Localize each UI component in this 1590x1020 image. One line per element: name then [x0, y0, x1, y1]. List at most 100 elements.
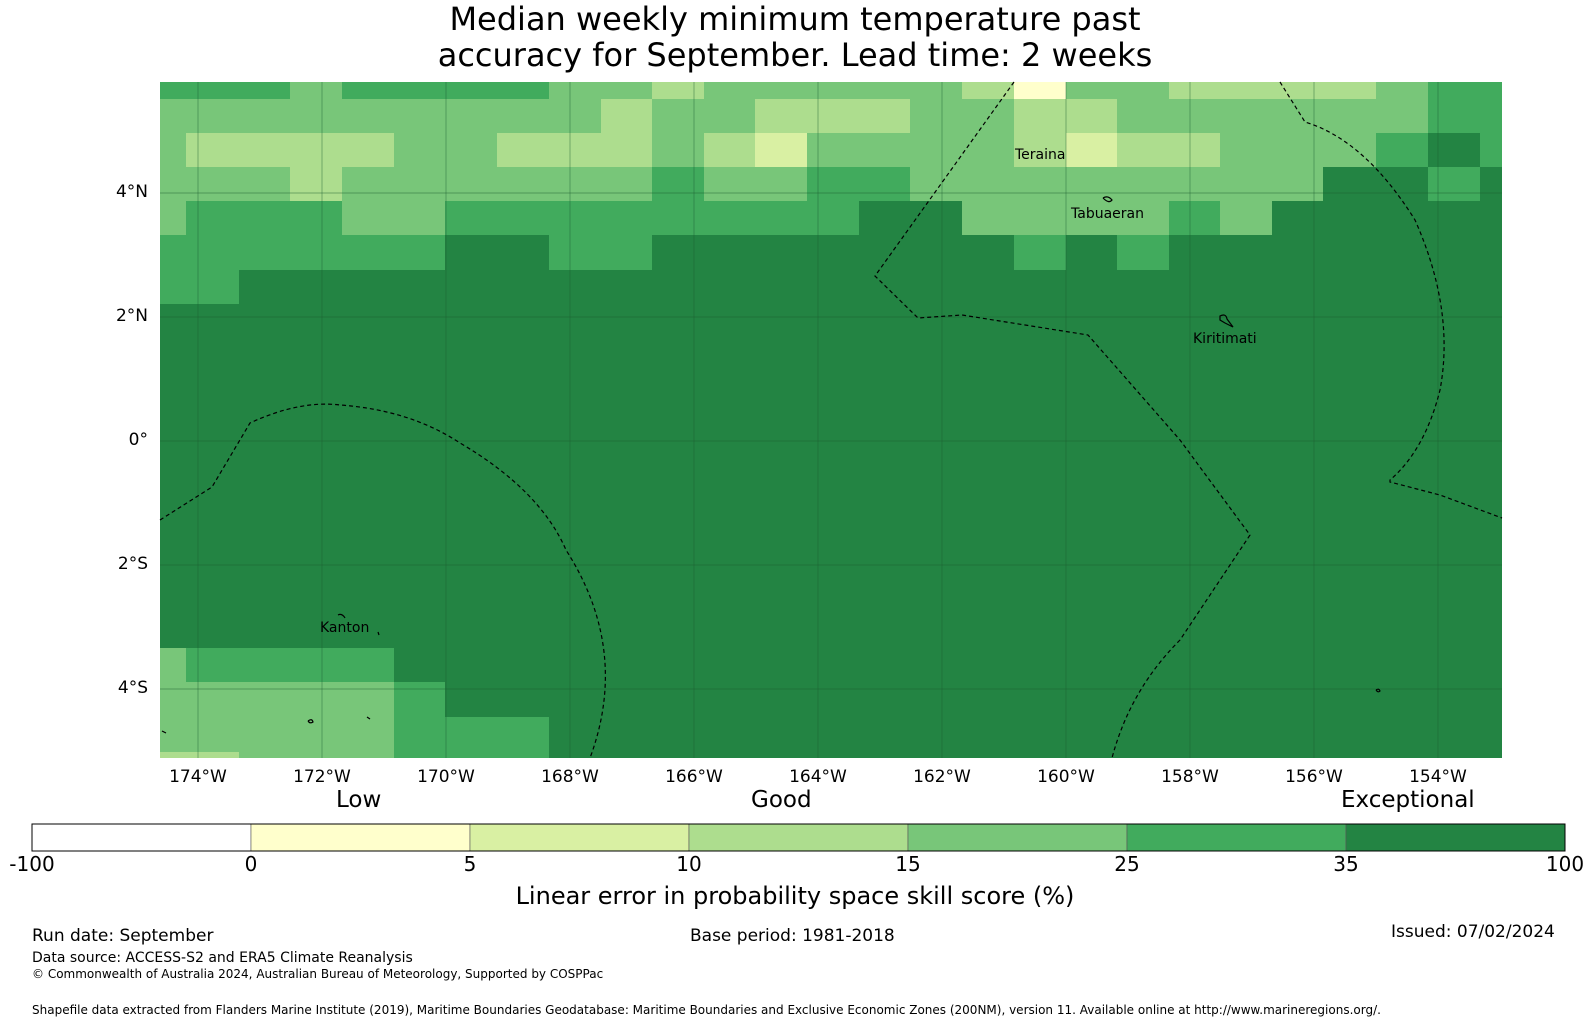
data-source: Data source: ACCESS-S2 and ERA5 Climate … — [32, 950, 413, 966]
map-cell — [807, 167, 910, 201]
kanton-island — [337, 613, 346, 619]
eez-boundary-phoenix — [159, 403, 606, 759]
lon-label: 174°W — [169, 767, 227, 787]
eez-boundary-east — [1279, 81, 1503, 519]
colorbar-segment — [469, 823, 690, 852]
colorbar-frame — [31, 823, 1566, 852]
map-cell — [1066, 133, 1117, 167]
small-island — [377, 631, 380, 636]
lat-label: 2°S — [117, 554, 148, 574]
lat-label: 2°N — [115, 306, 148, 326]
legend-category-low: Low — [336, 787, 382, 813]
lon-label: 156°W — [1285, 767, 1343, 787]
lon-label: 158°W — [1161, 767, 1219, 787]
map-cell — [601, 99, 652, 133]
map-cell — [160, 201, 186, 235]
shapefile-credit: Shapefile data extracted from Flanders M… — [32, 1003, 1381, 1017]
map-cell — [652, 99, 755, 133]
map-cell — [1169, 82, 1376, 99]
colorbar-tick: 0 — [244, 852, 258, 876]
map-cell — [910, 99, 1014, 133]
lat-label: 4°N — [115, 182, 148, 202]
map-cell — [160, 752, 239, 758]
map-cell — [962, 201, 1169, 235]
small-island — [307, 719, 314, 724]
map-cell — [1014, 99, 1117, 133]
small-island — [366, 716, 371, 720]
map-cell — [1428, 167, 1480, 201]
colorbar-segment — [907, 823, 1128, 852]
map-cell — [652, 167, 704, 201]
map-cell — [160, 133, 186, 167]
place-label-kiritimati: Kiritimati — [1193, 331, 1257, 347]
map-cell — [186, 133, 394, 167]
small-island — [1375, 688, 1381, 693]
map-cell — [652, 82, 704, 99]
map-cell — [160, 648, 186, 682]
island-shapes — [161, 196, 1381, 734]
colorbar-segment — [31, 823, 252, 852]
map-cell — [1066, 82, 1169, 99]
colorbar-tick: 35 — [1333, 852, 1359, 876]
lon-label: 160°W — [1037, 767, 1095, 787]
map-cell — [1117, 133, 1220, 167]
map-cell — [1014, 133, 1066, 167]
map-cell — [445, 201, 859, 235]
colorbar-segment — [1126, 823, 1347, 852]
copyright: © Commonwealth of Australia 2024, Austra… — [32, 967, 604, 981]
map-cell — [342, 167, 652, 201]
map-cell — [549, 82, 652, 99]
colorbar-tick: 10 — [676, 852, 702, 876]
colorbar-segment — [250, 823, 471, 852]
legend-category-good: Good — [751, 787, 812, 813]
map-cell — [1376, 82, 1428, 99]
colorbar-tick: 5 — [463, 852, 477, 876]
lat-label: 0° — [128, 430, 148, 450]
map-cell — [497, 133, 652, 167]
map-cell — [290, 167, 342, 201]
eez-boundary-line-islands — [874, 81, 1251, 759]
map-cell — [290, 82, 342, 99]
colorbar-tick: 15 — [895, 852, 921, 876]
lon-label: 162°W — [913, 767, 971, 787]
map-cell — [186, 201, 342, 235]
tabuaeran-island — [1102, 196, 1113, 203]
map-cell — [160, 167, 290, 201]
map-cell — [704, 133, 755, 167]
lon-label: 172°W — [293, 767, 351, 787]
place-label-kanton: Kanton — [320, 620, 370, 636]
lat-label: 4°S — [117, 678, 148, 698]
gridlines — [160, 82, 1502, 758]
lon-label: 168°W — [541, 767, 599, 787]
lon-label: 170°W — [417, 767, 475, 787]
map-cell — [160, 82, 290, 99]
map-cell — [1428, 99, 1502, 133]
map-cell — [1220, 133, 1376, 167]
map-cell — [1220, 201, 1272, 235]
place-label-teraina: Teraina — [1015, 147, 1066, 163]
map-cell — [239, 752, 394, 758]
map-cell — [1480, 133, 1502, 167]
map-cell — [160, 682, 394, 752]
map-cell — [394, 133, 497, 167]
map-cell — [342, 201, 445, 235]
base-period: Base period: 1981-2018 — [690, 926, 895, 946]
small-island — [161, 730, 167, 734]
colorbar-title: Linear error in probability space skill … — [515, 882, 1075, 910]
map-cell — [807, 133, 1014, 167]
run-date: Run date: September — [32, 926, 214, 946]
map-cell — [704, 167, 807, 201]
colorbar-tick: -100 — [9, 852, 55, 876]
kiritimati-island — [1219, 314, 1234, 328]
map-cell — [1428, 82, 1502, 99]
map-cell — [1169, 201, 1220, 235]
lon-label: 164°W — [789, 767, 847, 787]
legend-category-exceptional: Exceptional — [1341, 787, 1475, 813]
map-cell — [1428, 133, 1480, 167]
colorbar-segment — [688, 823, 909, 852]
map-cell — [445, 717, 549, 758]
map-cell — [549, 235, 652, 270]
map-cell — [160, 235, 445, 270]
